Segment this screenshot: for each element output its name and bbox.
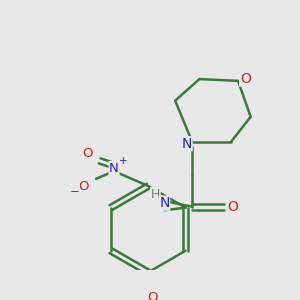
Text: +: + <box>119 156 127 166</box>
Text: O: O <box>227 200 238 214</box>
Text: O: O <box>82 147 92 160</box>
Text: N: N <box>159 196 170 210</box>
Text: H: H <box>151 188 160 201</box>
Text: O: O <box>147 291 158 300</box>
Text: O: O <box>240 72 251 86</box>
Text: O: O <box>78 179 89 193</box>
Text: −: − <box>70 185 80 198</box>
Text: N: N <box>182 137 192 151</box>
Text: N: N <box>109 162 119 175</box>
